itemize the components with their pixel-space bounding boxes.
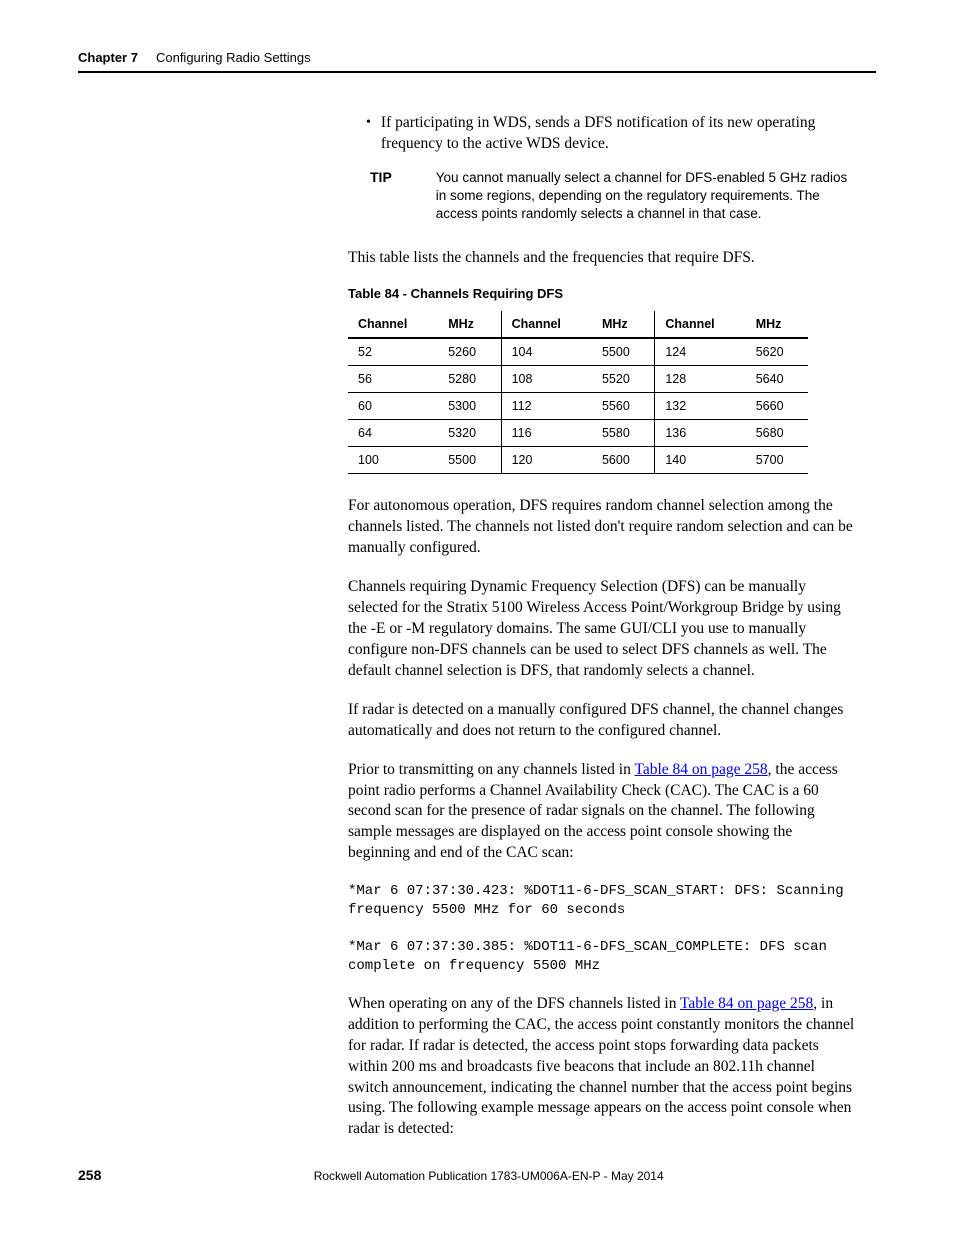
cell: 108 [501, 366, 592, 393]
cell: 116 [501, 420, 592, 447]
table-row: 52 5260 104 5500 124 5620 [348, 338, 808, 366]
cell: 5260 [438, 338, 501, 366]
table-header-row: Channel MHz Channel MHz Channel MHz [348, 311, 808, 338]
para-operating: When operating on any of the DFS channel… [348, 994, 858, 1140]
page-number: 258 [78, 1167, 101, 1183]
th-channel-3: Channel [655, 311, 746, 338]
dfs-table: Channel MHz Channel MHz Channel MHz 52 5… [348, 311, 808, 474]
cell: 56 [348, 366, 438, 393]
cell: 5320 [438, 420, 501, 447]
cell: 5580 [592, 420, 655, 447]
publication-info: Rockwell Automation Publication 1783-UM0… [314, 1169, 664, 1183]
cell: 5600 [592, 447, 655, 474]
para-autonomous: For autonomous operation, DFS requires r… [348, 496, 858, 559]
table-caption: Table 84 - Channels Requiring DFS [348, 286, 858, 301]
th-mhz-3: MHz [746, 311, 808, 338]
para-prior-pre: Prior to transmitting on any channels li… [348, 761, 634, 778]
cell: 140 [655, 447, 746, 474]
cell: 136 [655, 420, 746, 447]
table84-link-2[interactable]: Table 84 on page 258 [680, 995, 813, 1012]
table84-link[interactable]: Table 84 on page 258 [634, 761, 767, 778]
code-scan-start: *Mar 6 07:37:30.423: %DOT11-6-DFS_SCAN_S… [348, 882, 858, 920]
cell: 5660 [746, 393, 808, 420]
cell: 64 [348, 420, 438, 447]
cell: 104 [501, 338, 592, 366]
th-mhz-2: MHz [592, 311, 655, 338]
cell: 5520 [592, 366, 655, 393]
cell: 5640 [746, 366, 808, 393]
table-row: 60 5300 112 5560 132 5660 [348, 393, 808, 420]
th-channel-1: Channel [348, 311, 438, 338]
para-radar: If radar is detected on a manually confi… [348, 700, 858, 742]
cell: 5500 [592, 338, 655, 366]
cell: 124 [655, 338, 746, 366]
para-operating-pre: When operating on any of the DFS channel… [348, 995, 680, 1012]
tip-text: You cannot manually select a channel for… [436, 169, 858, 224]
code-scan-complete: *Mar 6 07:37:30.385: %DOT11-6-DFS_SCAN_C… [348, 938, 858, 976]
main-content: • If participating in WDS, sends a DFS n… [348, 113, 858, 1140]
cell: 128 [655, 366, 746, 393]
cell: 5560 [592, 393, 655, 420]
cell: 120 [501, 447, 592, 474]
para-prior: Prior to transmitting on any channels li… [348, 760, 858, 865]
para-operating-post: , in addition to performing the CAC, the… [348, 995, 854, 1138]
intro-paragraph: This table lists the channels and the fr… [348, 248, 858, 269]
cell: 5700 [746, 447, 808, 474]
cell: 100 [348, 447, 438, 474]
bullet-marker: • [366, 113, 371, 155]
cell: 5280 [438, 366, 501, 393]
bullet-item: • If participating in WDS, sends a DFS n… [348, 113, 858, 155]
bullet-text: If participating in WDS, sends a DFS not… [381, 113, 858, 155]
para-channels-dfs: Channels requiring Dynamic Frequency Sel… [348, 577, 858, 682]
page-footer: 258 Rockwell Automation Publication 1783… [78, 1167, 876, 1183]
cell: 52 [348, 338, 438, 366]
table-row: 56 5280 108 5520 128 5640 [348, 366, 808, 393]
page-header: Chapter 7 Configuring Radio Settings [78, 50, 876, 73]
cell: 5620 [746, 338, 808, 366]
th-mhz-1: MHz [438, 311, 501, 338]
cell: 5300 [438, 393, 501, 420]
tip-label: TIP [370, 169, 392, 224]
cell: 5500 [438, 447, 501, 474]
table-row: 100 5500 120 5600 140 5700 [348, 447, 808, 474]
tip-block: TIP You cannot manually select a channel… [370, 169, 858, 224]
table-row: 64 5320 116 5580 136 5680 [348, 420, 808, 447]
cell: 5680 [746, 420, 808, 447]
cell: 132 [655, 393, 746, 420]
chapter-label: Chapter 7 [78, 50, 138, 65]
chapter-title: Configuring Radio Settings [156, 50, 311, 65]
cell: 112 [501, 393, 592, 420]
cell: 60 [348, 393, 438, 420]
th-channel-2: Channel [501, 311, 592, 338]
